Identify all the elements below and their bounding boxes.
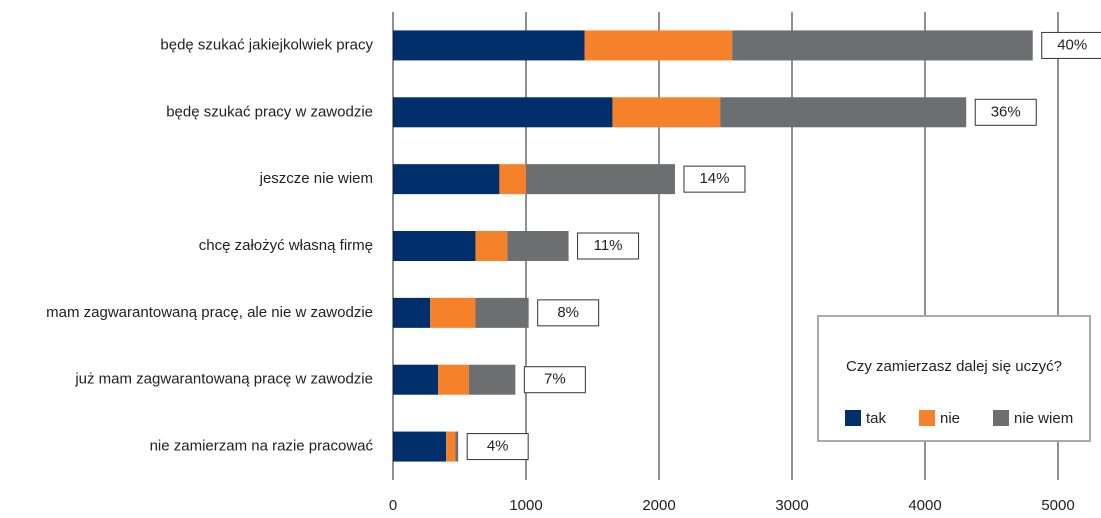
y-tick-label: jeszcze nie wiem [259, 170, 373, 187]
share-label-box [1041, 31, 1101, 59]
legend-box [817, 315, 1091, 442]
bar-segment [446, 431, 456, 462]
x-tick-label: 4000 [908, 497, 941, 514]
bar-segment [438, 364, 469, 395]
bar-segment [584, 30, 733, 61]
bar-segment [475, 231, 508, 261]
bar-segment [393, 164, 500, 195]
legend-swatch [919, 410, 935, 426]
share-label: 36% [991, 103, 1021, 120]
bar-segment [455, 431, 459, 462]
bar-segment [612, 97, 721, 128]
bar-segment [526, 164, 675, 195]
x-tick-label: 5000 [1041, 497, 1074, 514]
bar-segment [393, 30, 585, 61]
y-tick-label: chcę założyć własną firmę [199, 237, 373, 254]
bar-segment [475, 297, 529, 328]
share-label: 11% [594, 237, 623, 254]
y-tick-label: nie zamierzam na razie pracować [150, 438, 374, 455]
y-tick-label: będę szukać jakiejkolwiek pracy [160, 36, 373, 53]
bar-segment [507, 231, 569, 261]
bar-segment [499, 164, 526, 195]
share-label-box [974, 98, 1037, 126]
bar-segment [732, 30, 1033, 61]
legend-label: tak [866, 410, 887, 427]
share-label: 40% [1057, 36, 1087, 53]
bar-segment [393, 364, 439, 395]
share-label: 7% [544, 371, 566, 388]
bar-segment [393, 97, 613, 128]
share-label-box [577, 232, 640, 260]
y-tick-label: już mam zagwarantowaną pracę w zawodzie [74, 371, 373, 388]
legend-swatch [993, 410, 1009, 426]
share-label: 14% [699, 170, 729, 187]
share-label: 4% [487, 438, 509, 455]
legend-swatch [845, 410, 861, 426]
legend-title: Czy zamierzasz dalej się uczyć? [846, 358, 1062, 375]
legend-label: nie [940, 410, 960, 427]
x-tick-label: 1000 [509, 497, 542, 514]
bar-segment [393, 297, 431, 328]
share-label-box [683, 165, 746, 193]
legend-label: nie wiem [1014, 410, 1073, 427]
bar-segment [393, 231, 476, 261]
y-tick-label: będę szukać pracy w zawodzie [166, 103, 373, 120]
share-label: 8% [557, 304, 579, 321]
bar-segment [430, 297, 476, 328]
x-tick-label: 3000 [775, 497, 808, 514]
bar-segment [393, 431, 447, 462]
bar-segment [720, 97, 967, 128]
share-label-box [523, 366, 586, 394]
y-tick-label: mam zagwarantowaną pracę, ale nie w zawo… [46, 304, 373, 321]
x-tick-label: 2000 [642, 497, 675, 514]
bar-segment [468, 364, 516, 395]
share-label-box [537, 299, 600, 327]
share-label-box [466, 433, 529, 461]
x-tick-label: 0 [389, 497, 397, 514]
